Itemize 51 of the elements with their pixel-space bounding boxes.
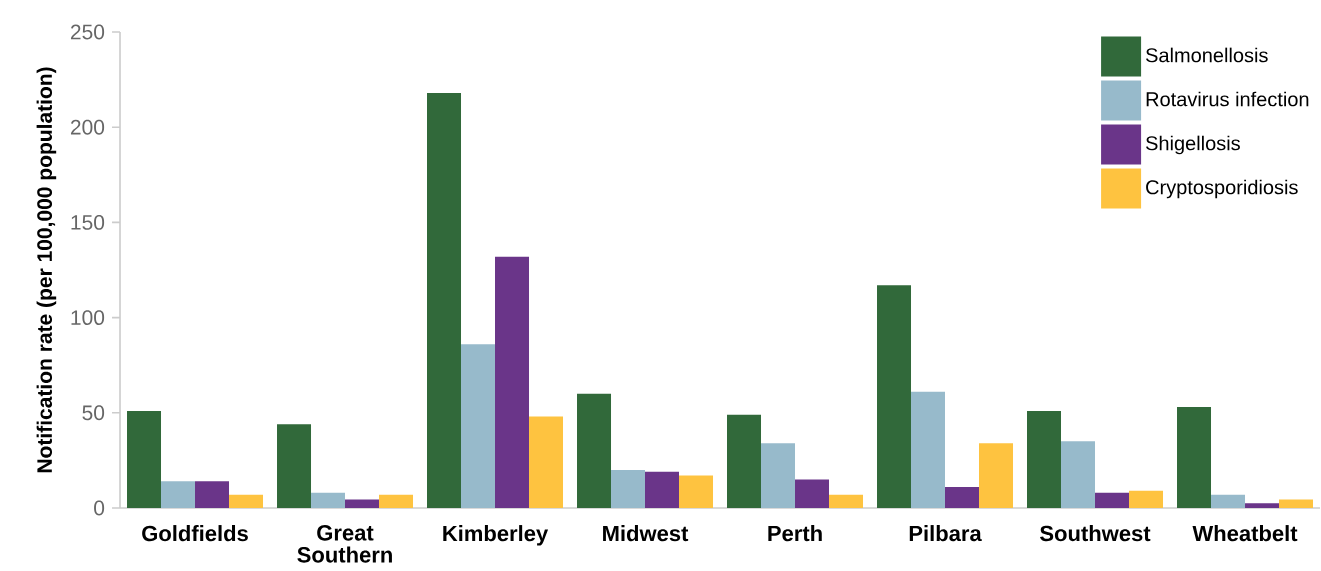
- y-tick-label: 0: [94, 500, 105, 516]
- bar: [345, 499, 380, 508]
- bar: [577, 393, 612, 508]
- legend-label: Rotavirus infection: [1146, 91, 1309, 107]
- bar: [1061, 441, 1096, 508]
- legend-label: Shigellosis: [1146, 135, 1240, 155]
- bar: [911, 391, 946, 508]
- bar: [1279, 499, 1314, 508]
- bar: [529, 416, 564, 508]
- bar: [379, 494, 414, 508]
- y-tick-label: 100: [71, 310, 105, 326]
- bar: [195, 481, 230, 508]
- bar: [1211, 494, 1246, 508]
- x-tick-label: Pilbara: [909, 525, 982, 542]
- bar: [829, 494, 864, 508]
- legend-label: Cryptosporidiosis: [1146, 179, 1298, 199]
- bar: [127, 410, 162, 508]
- bar: [679, 475, 714, 508]
- y-tick-label: 50: [82, 405, 105, 421]
- bar: [1129, 490, 1164, 508]
- bar: [461, 344, 496, 508]
- x-tick-label: Midwest: [603, 525, 689, 542]
- bar: [761, 443, 796, 508]
- bar: [1027, 410, 1062, 508]
- x-tick-label: Goldfields: [142, 525, 248, 542]
- x-tick-label: Wheatbelt: [1192, 525, 1298, 542]
- x-tick-label: Kimberley: [443, 525, 549, 546]
- bar: [795, 479, 830, 508]
- bar: [1245, 503, 1280, 508]
- bar: [311, 492, 346, 508]
- bar: [645, 471, 680, 508]
- bar: [877, 285, 912, 508]
- bar: [427, 92, 462, 508]
- bar: [945, 487, 980, 508]
- legend-label: Salmonellosis: [1146, 47, 1268, 63]
- y-tick-label: 200: [70, 119, 105, 135]
- bar: [495, 256, 530, 508]
- bar: [161, 481, 196, 508]
- bar: [229, 494, 264, 508]
- bar: [1095, 492, 1130, 508]
- y-axis-title: Notification rate (per 100,000 population): [36, 67, 57, 473]
- bar: [277, 424, 312, 508]
- bar: [1177, 407, 1212, 508]
- x-tick-label: Great Southern: [297, 525, 392, 563]
- x-tick-label: Southwest: [1040, 525, 1151, 542]
- bar: [979, 443, 1014, 508]
- bar: [611, 469, 646, 508]
- bar: [727, 414, 762, 508]
- x-tick-label: Perth: [768, 525, 822, 542]
- y-tick-label: 150: [71, 214, 105, 230]
- y-tick-label: 250: [70, 24, 105, 40]
